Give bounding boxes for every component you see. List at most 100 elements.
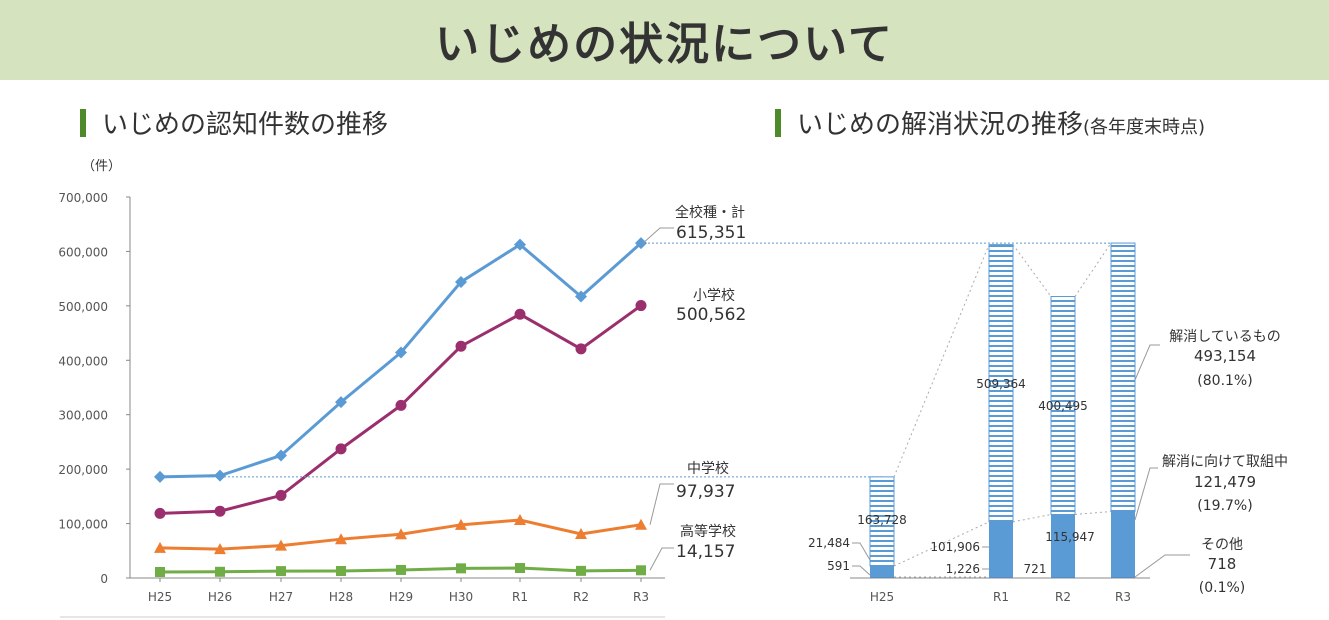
bar-data-label: 721 <box>1024 562 1047 576</box>
y-tick-label: 0 <box>100 572 108 586</box>
bar-data-label: 115,947 <box>1045 530 1095 544</box>
bar-x-tick-label: R2 <box>1055 590 1071 604</box>
y-tick-label: 500,000 <box>58 300 108 314</box>
data-point-marker <box>455 518 467 530</box>
data-point-marker <box>336 565 346 576</box>
y-tick-label: 300,000 <box>58 409 108 423</box>
right-section-header: いじめの解消状況の推移(各年度末時点) <box>775 104 1205 141</box>
series-value-label: 500,562 <box>676 305 746 325</box>
leader-line <box>1134 554 1190 578</box>
bar-x-tick-label: H25 <box>870 590 894 604</box>
series-name-label: 小学校 <box>693 287 735 304</box>
x-tick-label: H28 <box>329 590 353 604</box>
bar-x-tick-label: R3 <box>1115 590 1131 604</box>
x-tick-label: R2 <box>573 590 589 604</box>
y-tick-label: 200,000 <box>58 463 108 477</box>
callout-value: 493,154 <box>1194 347 1256 365</box>
bar-segment-resolved <box>869 476 895 567</box>
bar-segment-in-progress <box>870 565 894 578</box>
leader-line <box>649 547 674 571</box>
x-tick-label: R1 <box>512 590 528 604</box>
leader-line <box>642 227 674 244</box>
bar-data-label: 21,484 <box>808 536 850 550</box>
connector-line <box>1012 514 1052 523</box>
y-tick-label: 100,000 <box>58 518 108 532</box>
connector-line <box>893 244 990 478</box>
bar-segment-other <box>989 577 1013 578</box>
bar-segment-in-progress <box>1051 514 1075 578</box>
data-point-marker <box>275 539 287 551</box>
data-point-marker <box>214 543 226 555</box>
data-point-marker <box>635 300 647 312</box>
x-tick-label: R3 <box>633 590 649 604</box>
callout-value: 121,479 <box>1194 473 1256 491</box>
data-point-marker <box>335 533 347 545</box>
series-value-label: 615,351 <box>676 223 746 243</box>
data-point-marker <box>395 346 407 359</box>
x-tick-label: H29 <box>389 590 413 604</box>
data-point-marker <box>275 489 287 501</box>
x-tick-label: H30 <box>449 590 473 604</box>
bar-segment-resolved <box>1050 296 1076 515</box>
data-point-marker <box>635 518 647 530</box>
connector-line <box>1012 244 1052 297</box>
data-point-marker <box>514 308 526 320</box>
series-name-label: 中学校 <box>687 460 729 477</box>
bar-segment-in-progress <box>989 521 1013 578</box>
y-tick-label: 600,000 <box>58 245 108 259</box>
data-point-marker <box>456 563 466 574</box>
data-point-marker <box>575 527 587 539</box>
section-marker <box>775 108 781 137</box>
data-point-marker <box>514 514 526 526</box>
data-point-marker <box>335 396 347 409</box>
y-tick-label: 700,000 <box>58 191 108 205</box>
x-tick-label: H25 <box>148 590 172 604</box>
bar-segment-in-progress <box>1111 511 1135 578</box>
x-tick-label: H27 <box>269 590 293 604</box>
leader-line <box>1134 467 1158 521</box>
data-point-marker <box>154 541 166 553</box>
section-marker <box>80 108 86 137</box>
page-title: いじめの状況について <box>435 19 894 70</box>
series-name-label: 高等学校 <box>680 523 736 540</box>
data-point-marker <box>455 340 467 352</box>
bar-data-label: 509,364 <box>976 377 1026 391</box>
bar-data-label: 400,495 <box>1038 399 1088 413</box>
y-axis-unit: （件） <box>82 159 121 174</box>
title-banner: いじめの状況について <box>0 0 1329 80</box>
bar-data-label: 1,226 <box>946 562 980 576</box>
bar-data-label: 591 <box>827 559 850 573</box>
data-point-marker <box>575 343 587 355</box>
data-point-marker <box>214 505 226 517</box>
data-point-marker <box>455 275 467 288</box>
left-section-title: いじめの認知件数の推移 <box>102 110 389 140</box>
bar-x-tick-label: R1 <box>993 590 1009 604</box>
right-section-title: いじめの解消状況の推移 <box>797 110 1084 140</box>
data-point-marker <box>276 566 286 577</box>
callout-name: 解消しているもの <box>1169 329 1281 345</box>
data-point-marker <box>396 564 406 575</box>
x-tick-label: H26 <box>208 590 232 604</box>
callout-name: その他 <box>1201 537 1243 553</box>
data-point-marker <box>154 507 166 519</box>
bar-data-label: 101,906 <box>930 540 980 554</box>
data-point-marker <box>155 566 165 577</box>
y-tick-label: 400,000 <box>58 354 108 368</box>
data-point-marker <box>275 449 287 462</box>
series-line <box>159 241 642 479</box>
connector-line <box>1074 510 1112 515</box>
bar-segment-resolved <box>1110 242 1136 512</box>
callout-percent: (0.1%) <box>1199 580 1246 596</box>
callout-value: 718 <box>1208 555 1237 573</box>
callout-percent: (19.7%) <box>1197 498 1252 514</box>
series-value-label: 97,937 <box>676 482 735 502</box>
data-point-marker <box>515 563 525 574</box>
bar-data-label: 163,728 <box>857 513 907 527</box>
leader-line <box>649 483 674 525</box>
leader-line <box>1134 344 1160 381</box>
data-point-marker <box>636 565 646 576</box>
data-point-marker <box>576 565 586 576</box>
callout-percent: (80.1%) <box>1197 373 1252 389</box>
connector-line <box>1074 242 1112 297</box>
